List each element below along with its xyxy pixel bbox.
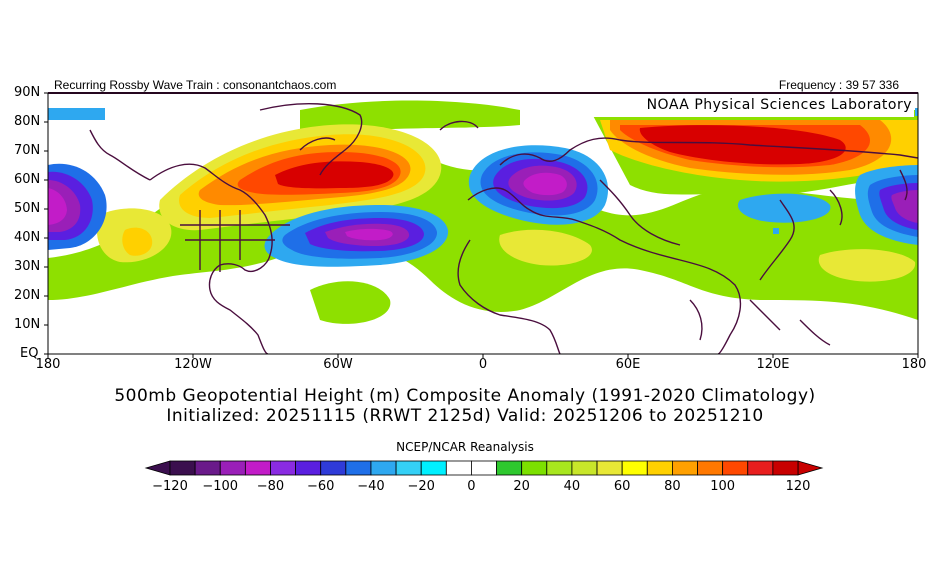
y-label-80n: 80N: [14, 114, 41, 129]
noaa-credit: NOAA Physical Sciences Laboratory: [578, 95, 914, 117]
title-line-2: Initialized: 20251115 (RRWT 2125d) Valid…: [166, 406, 764, 426]
x-label-60e: 60E: [615, 357, 641, 372]
y-label-eq: EQ: [20, 346, 39, 361]
colorbar-title: NCEP/NCAR Reanalysis: [396, 440, 534, 454]
colorbar-label: −20: [407, 479, 435, 494]
colorbar-swatch: [646, 460, 673, 476]
colorbar-swatch: [722, 460, 749, 476]
axis-ticks: [44, 92, 919, 358]
colorbar-swatch: [496, 460, 523, 476]
colorbar-swatch: [521, 460, 548, 476]
y-label-20n: 20N: [14, 288, 41, 303]
colorbar-swatch: [345, 460, 372, 476]
colorbar-swatch: [244, 460, 271, 476]
y-label-10n: 10N: [14, 317, 41, 332]
y-label-50n: 50N: [14, 201, 41, 216]
colorbar-swatch: [772, 460, 799, 476]
colorbar-swatch: [194, 460, 221, 476]
colorbar-swatch: [295, 460, 322, 476]
header-left-text: Recurring Rossby Wave Train : consonantc…: [54, 78, 337, 92]
colorbar: [144, 460, 824, 476]
colorbar-label: −120: [152, 479, 188, 494]
colorbar-swatch: [596, 460, 623, 476]
colorbar-swatch: [320, 460, 347, 476]
colorbar-label: 80: [664, 479, 681, 494]
colorbar-swatch: [219, 460, 246, 476]
y-label-40n: 40N: [14, 230, 41, 245]
colorbar-swatch: [395, 460, 422, 476]
colorbar-swatch: [169, 460, 196, 476]
colorbar-swatch: [471, 460, 497, 476]
colorbar-label: −60: [307, 479, 335, 494]
colorbar-swatch: [270, 460, 297, 476]
x-label-180w: 180: [35, 357, 61, 372]
colorbar-right-arrow: [797, 460, 824, 476]
x-label-60w: 60W: [323, 357, 353, 372]
colorbar-label: −80: [256, 479, 285, 494]
colorbar-label: 120: [785, 479, 811, 494]
y-label-90n: 90N: [14, 85, 41, 100]
x-label-180e: 180: [901, 357, 927, 372]
colorbar-swatch: [420, 460, 447, 476]
colorbar-swatch: [672, 460, 698, 476]
y-label-60n: 60N: [14, 172, 41, 187]
y-label-70n: 70N: [14, 143, 41, 158]
colorbar-label: −40: [357, 479, 385, 494]
x-label-0: 0: [478, 357, 488, 372]
colorbar-label: −100: [202, 479, 239, 494]
colorbar-label: 60: [613, 479, 631, 494]
colorbar-swatch: [747, 460, 774, 476]
colorbar-label: 20: [513, 479, 530, 494]
noaa-credit-text: NOAA Physical Sciences Laboratory: [646, 97, 912, 113]
colorbar-swatch: [370, 460, 397, 476]
colorbar-swatch: [571, 460, 598, 476]
header-right-text: Frequency : 39 57 336: [778, 78, 899, 92]
x-label-120e: 120E: [756, 357, 790, 372]
title-line-1: 500mb Geopotential Height (m) Composite …: [114, 386, 816, 406]
colorbar-swatch: [445, 460, 472, 476]
colorbar-swatch: [697, 460, 724, 476]
colorbar-label: 100: [710, 479, 736, 494]
colorbar-label: 40: [563, 479, 581, 494]
colorbar-swatch: [546, 460, 573, 476]
colorbar-swatch: [621, 460, 648, 476]
anomaly-fill: [48, 93, 918, 354]
coastlines: [89, 103, 918, 354]
x-label-120w: 120W: [174, 357, 212, 372]
colorbar-left-arrow: [144, 460, 171, 476]
colorbar-label: 0: [467, 479, 476, 494]
y-label-30n: 30N: [14, 259, 41, 274]
